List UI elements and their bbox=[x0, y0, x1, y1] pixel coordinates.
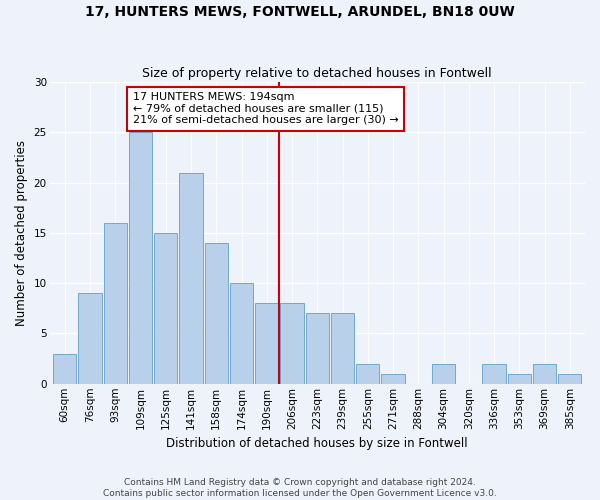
Y-axis label: Number of detached properties: Number of detached properties bbox=[15, 140, 28, 326]
Bar bbox=[230, 283, 253, 384]
Bar bbox=[508, 374, 531, 384]
Bar bbox=[154, 233, 178, 384]
Bar bbox=[79, 294, 101, 384]
Bar bbox=[331, 314, 354, 384]
Bar bbox=[179, 172, 203, 384]
Text: 17, HUNTERS MEWS, FONTWELL, ARUNDEL, BN18 0UW: 17, HUNTERS MEWS, FONTWELL, ARUNDEL, BN1… bbox=[85, 5, 515, 19]
Bar bbox=[533, 364, 556, 384]
Bar bbox=[382, 374, 404, 384]
Bar bbox=[558, 374, 581, 384]
Bar bbox=[356, 364, 379, 384]
Bar bbox=[255, 304, 278, 384]
Bar bbox=[305, 314, 329, 384]
Bar bbox=[53, 354, 76, 384]
Title: Size of property relative to detached houses in Fontwell: Size of property relative to detached ho… bbox=[142, 66, 492, 80]
X-axis label: Distribution of detached houses by size in Fontwell: Distribution of detached houses by size … bbox=[166, 437, 468, 450]
Bar bbox=[280, 304, 304, 384]
Text: Contains HM Land Registry data © Crown copyright and database right 2024.
Contai: Contains HM Land Registry data © Crown c… bbox=[103, 478, 497, 498]
Bar bbox=[129, 132, 152, 384]
Bar bbox=[432, 364, 455, 384]
Bar bbox=[205, 243, 228, 384]
Text: 17 HUNTERS MEWS: 194sqm
← 79% of detached houses are smaller (115)
21% of semi-d: 17 HUNTERS MEWS: 194sqm ← 79% of detache… bbox=[133, 92, 398, 126]
Bar bbox=[482, 364, 506, 384]
Bar bbox=[104, 223, 127, 384]
